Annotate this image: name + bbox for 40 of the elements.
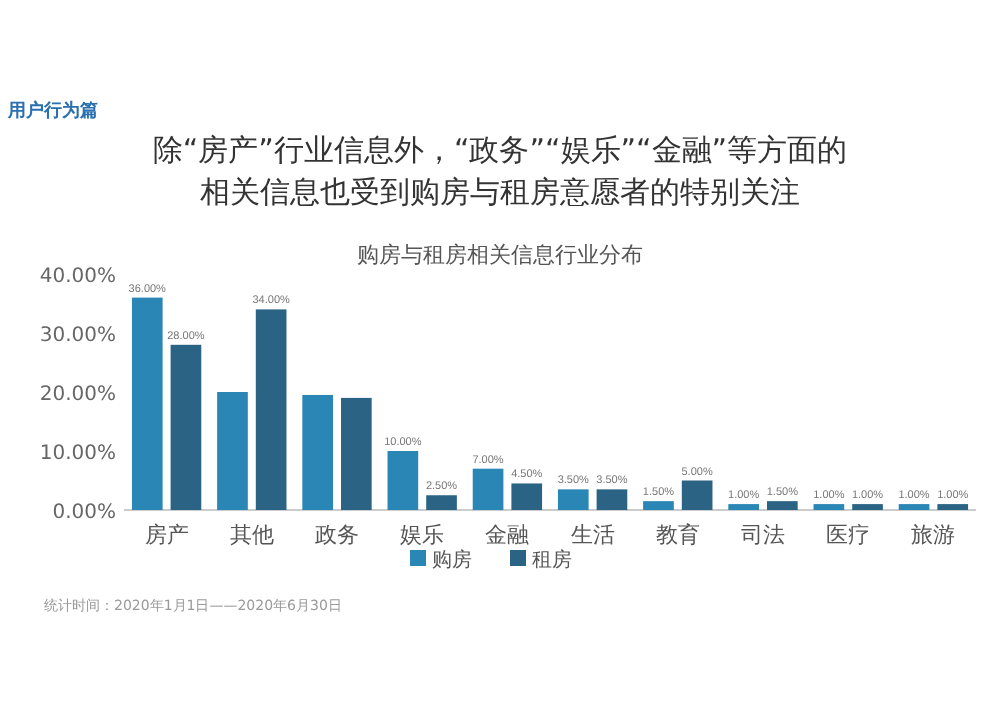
y-tick-label: 40.00% xyxy=(39,266,116,288)
bar xyxy=(217,392,248,510)
x-tick-label: 生活 xyxy=(570,522,615,548)
bar xyxy=(131,297,163,510)
bar xyxy=(557,489,589,510)
y-tick-label: 0.00% xyxy=(52,502,116,524)
bar xyxy=(728,504,759,510)
x-tick-label: 房产 xyxy=(144,522,189,548)
bar xyxy=(302,394,333,510)
bar xyxy=(426,495,457,510)
y-tick-label: 30.00% xyxy=(39,325,116,347)
bar xyxy=(852,504,883,510)
bar xyxy=(937,504,969,510)
chart-title: 除“房产”行业信息外，“政务”“娱乐”“金融”等方面的相关信息也受到购房与租房意愿者的特别关注 xyxy=(152,132,848,210)
x-tick-label: 其他 xyxy=(229,522,274,548)
bar xyxy=(341,397,372,510)
bar xyxy=(387,451,419,510)
legend-label: 购房 xyxy=(432,548,472,572)
bar xyxy=(681,480,713,510)
bar xyxy=(596,489,628,510)
y-tick-label: 20.00% xyxy=(39,384,116,406)
bar xyxy=(767,501,798,510)
bar xyxy=(170,344,202,510)
y-tick-label: 10.00% xyxy=(39,443,116,465)
x-tick-label: 金融 xyxy=(485,522,530,548)
bar xyxy=(511,483,543,510)
bar xyxy=(898,504,930,510)
bar xyxy=(813,504,845,510)
x-tick-label: 娱乐 xyxy=(400,522,445,548)
legend-label: 租房 xyxy=(532,548,572,572)
bar xyxy=(472,468,504,510)
x-tick-label: 司法 xyxy=(741,522,785,548)
x-tick-label: 旅游 xyxy=(911,522,956,548)
bar xyxy=(255,309,287,510)
text: 用户行为篇 xyxy=(6,100,98,122)
x-tick-label: 教育 xyxy=(655,522,700,548)
chart-subtitle: 购房与租房相关信息行业分布 xyxy=(357,242,643,268)
x-tick-label: 医疗 xyxy=(826,522,871,548)
bar xyxy=(643,501,674,510)
x-tick-label: 政务 xyxy=(315,522,359,548)
